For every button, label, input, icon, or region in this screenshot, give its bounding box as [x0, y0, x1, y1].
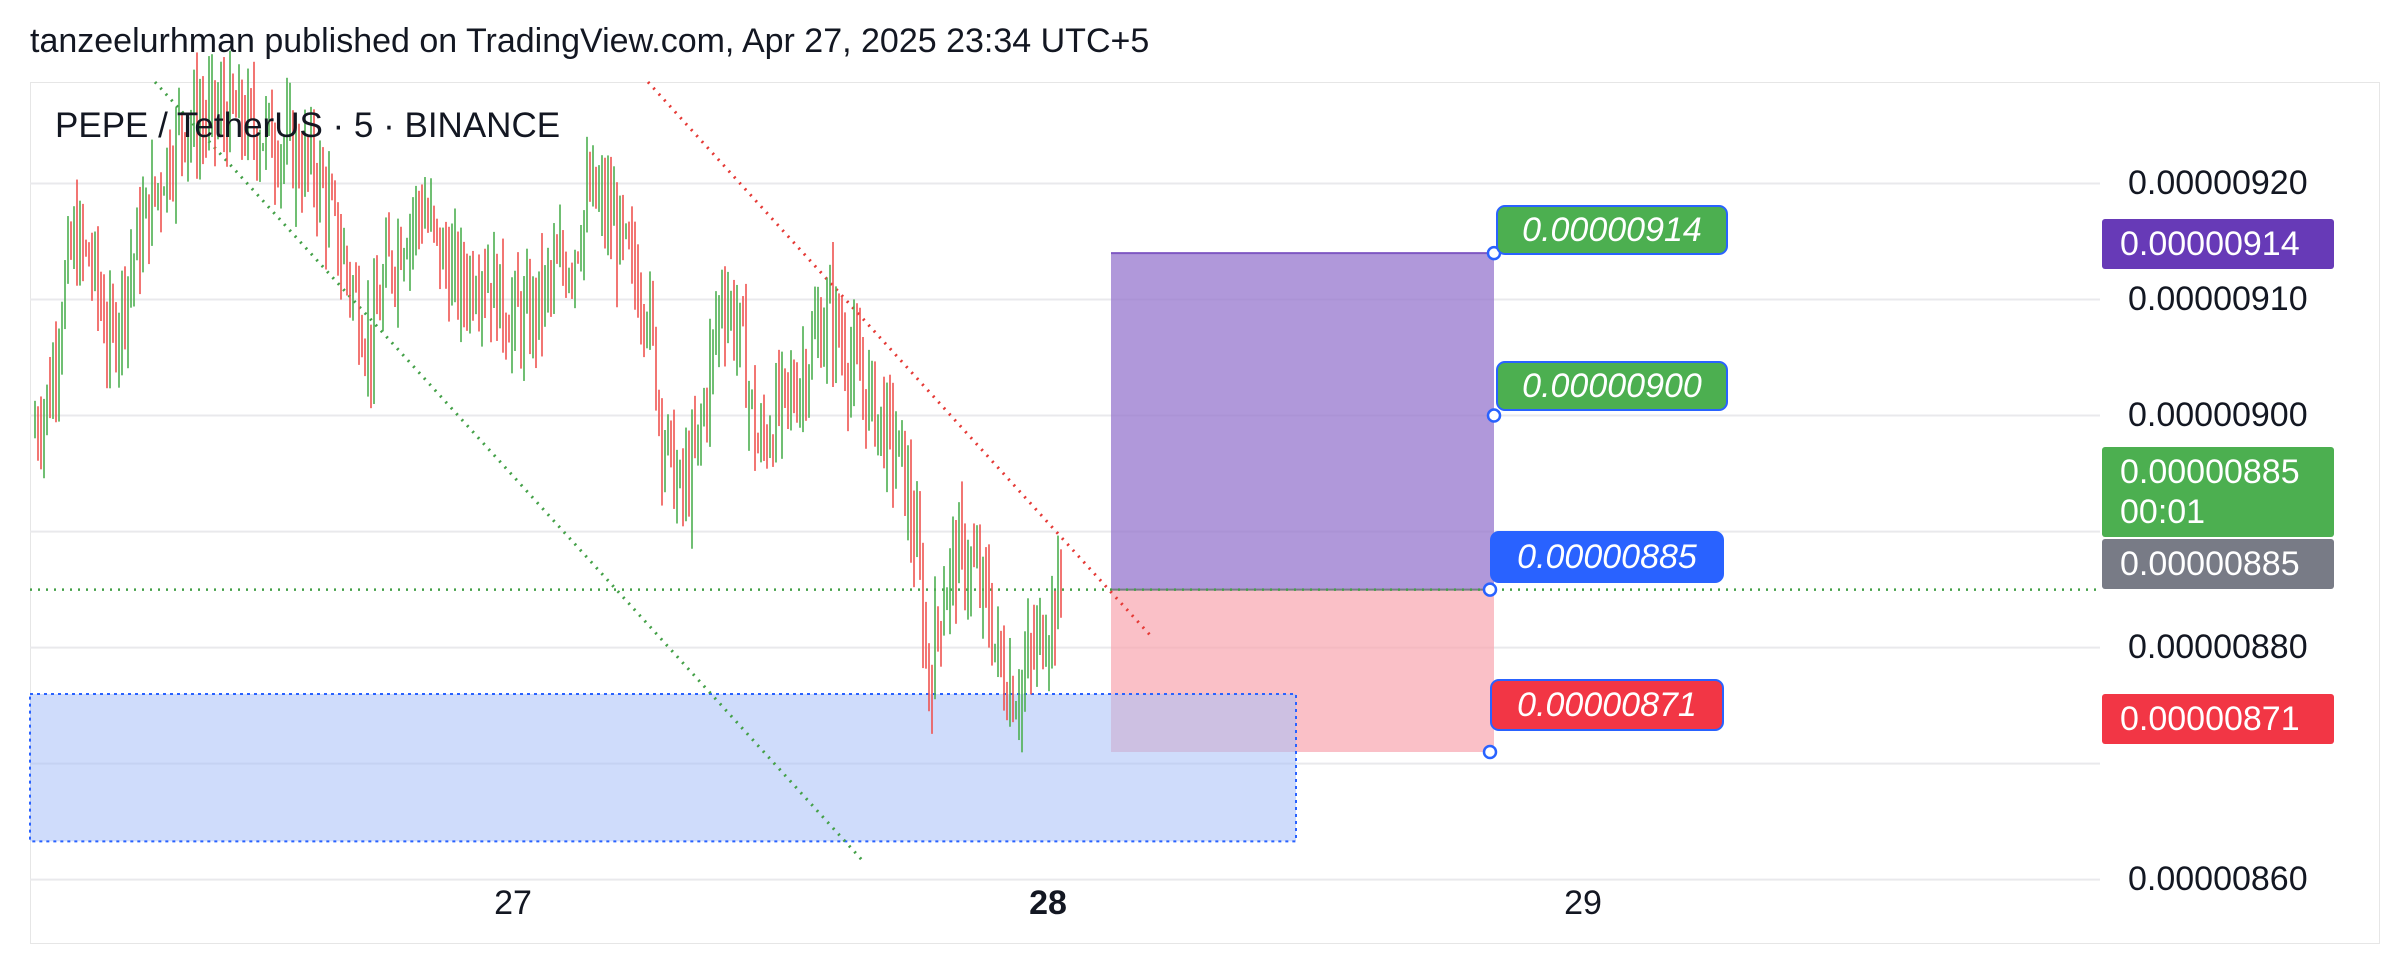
last-price-axis-tag: 0.00000885 00:01 [2102, 447, 2334, 537]
time-tick-label: 28 [1029, 884, 1067, 922]
red-trendline [646, 80, 1152, 637]
target-axis-tag: 0.00000914 [2102, 219, 2334, 269]
last-price-value: 0.00000885 [2120, 453, 2300, 491]
drag-handle [1486, 408, 1502, 423]
price-tick-label: 0.00000920 [2128, 163, 2308, 202]
price-tick-label: 0.00000860 [2128, 859, 2308, 898]
symbol-title: PEPE / TetherUS · 5 · BINANCE [55, 106, 561, 145]
price-tick-label: 0.00000900 [2128, 395, 2308, 434]
drag-handle [1482, 744, 1498, 760]
time-tick-label: 29 [1564, 884, 1602, 922]
candles [34, 50, 1062, 753]
publisher-attribution: tanzeelurhman published on TradingView.c… [30, 22, 1150, 60]
price-tick-label: 0.00000880 [2128, 627, 2308, 666]
drawing-zones [29, 252, 2100, 843]
entry-pill[interactable]: 0.00000885 [1490, 531, 1724, 583]
stop-pill[interactable]: 0.00000871 [1490, 679, 1724, 731]
price-tick-label: 0.00000910 [2128, 279, 2308, 318]
time-tick-label: 27 [494, 884, 532, 922]
support-zone [29, 692, 1297, 843]
bar-countdown: 00:01 [2120, 493, 2206, 531]
chart-frame [30, 82, 2380, 944]
current-price-axis-tag: 0.00000885 [2102, 539, 2334, 589]
profit-zone [1111, 253, 1494, 590]
target-1-pill[interactable]: 0.00000900 [1496, 361, 1728, 411]
drag-handle [1482, 582, 1498, 597]
target-2-pill[interactable]: 0.00000914 [1496, 205, 1728, 255]
stop-axis-tag: 0.00000871 [2102, 694, 2334, 744]
